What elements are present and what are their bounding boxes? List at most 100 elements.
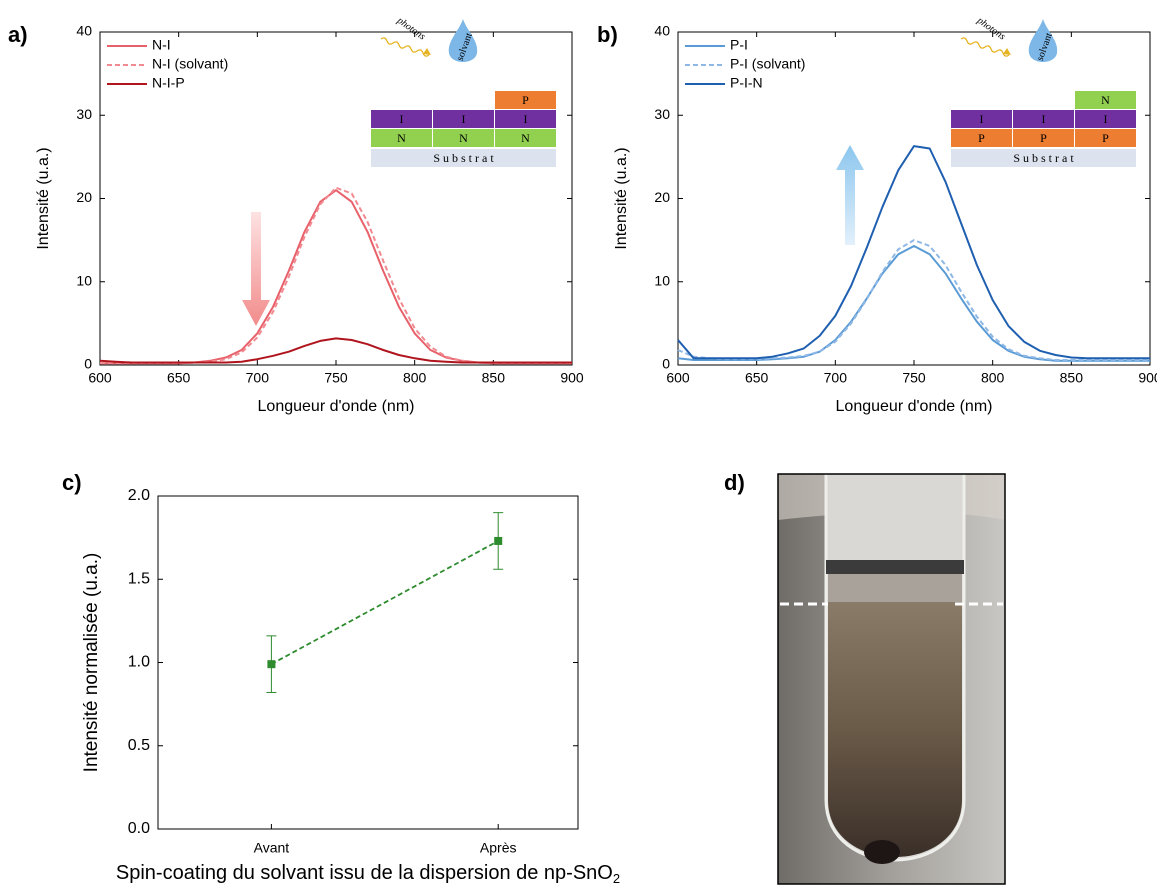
photon-arrowhead xyxy=(1003,48,1011,55)
x-axis-label-text: Spin-coating du solvant issu de la dispe… xyxy=(116,862,613,884)
layer-cell xyxy=(1075,129,1136,147)
layer-label: P xyxy=(1102,131,1109,145)
panel-label: a) xyxy=(8,22,28,47)
legend-label: N-I (solvant) xyxy=(152,56,228,72)
legend-label: P-I xyxy=(730,37,748,53)
x-tick-label: 850 xyxy=(482,370,506,386)
layer-cell xyxy=(495,129,556,147)
series-line xyxy=(677,245,1150,362)
layer-label: N xyxy=(1101,93,1110,107)
panel-label: d) xyxy=(724,470,745,495)
x-tick-label: 700 xyxy=(824,370,848,386)
x-axis-label: Spin-coating du solvant issu de la dispe… xyxy=(116,862,620,886)
photo xyxy=(777,473,1006,885)
layer-cell xyxy=(951,110,1012,128)
point xyxy=(494,536,503,545)
substrate xyxy=(951,149,1136,167)
x-tick-label: Après xyxy=(480,840,517,856)
series-line xyxy=(99,337,572,364)
y-tick-label: 0.5 xyxy=(128,737,150,754)
layer-label: N xyxy=(521,131,530,145)
x-axis-label-subscript: 2 xyxy=(613,871,620,886)
increase-arrow xyxy=(836,145,864,245)
layer-label: N xyxy=(459,131,468,145)
solvent-drop xyxy=(448,19,478,62)
layer-cell xyxy=(951,129,1012,147)
y-tick-label: 2.0 xyxy=(128,487,150,504)
layer-cell xyxy=(371,129,432,147)
layer-cell xyxy=(371,110,432,128)
x-tick-label: 800 xyxy=(981,370,1005,386)
x-tick-label: 600 xyxy=(666,370,690,386)
x-tick-label: 750 xyxy=(324,370,348,386)
y-axis-label: Intensité normalisée (u.a.) xyxy=(81,553,102,773)
legend-label: P-I (solvant) xyxy=(730,56,805,72)
photons-label: photons xyxy=(974,15,1007,43)
layer-cell xyxy=(433,129,494,147)
x-axis-label: Longueur d'onde (nm) xyxy=(836,398,993,415)
x-tick-label: 800 xyxy=(403,370,427,386)
layer-label: I xyxy=(524,112,528,126)
legend-label: N-I-P xyxy=(152,75,185,91)
y-tick-label: 10 xyxy=(76,272,92,288)
layer-cell xyxy=(1075,91,1136,109)
y-tick-label: 40 xyxy=(654,23,670,39)
x-tick-label: 650 xyxy=(167,370,191,386)
x-tick-label: 700 xyxy=(246,370,270,386)
solvent-drop xyxy=(1028,19,1058,62)
x-tick-label: Avant xyxy=(254,840,290,856)
y-tick-label: 1.0 xyxy=(128,654,150,671)
series-line xyxy=(270,540,499,665)
y-tick-label: 40 xyxy=(76,23,92,39)
decrease-arrow xyxy=(242,212,270,326)
y-tick-label: 20 xyxy=(76,189,92,205)
layer-label: I xyxy=(462,112,466,126)
point xyxy=(267,660,276,669)
photon-arrowhead xyxy=(423,48,431,55)
y-tick-label: 20 xyxy=(654,189,670,205)
layer-cell xyxy=(1075,110,1136,128)
layer-label: I xyxy=(980,112,984,126)
layer-label: N xyxy=(397,131,406,145)
layer-label: I xyxy=(400,112,404,126)
layer-label: P xyxy=(522,93,529,107)
photon-wave xyxy=(380,37,430,57)
series-line xyxy=(100,186,572,365)
y-axis-label: Intensité (u.a.) xyxy=(613,147,630,249)
x-tick-label: 650 xyxy=(745,370,769,386)
substrate-label: S u b s t r a t xyxy=(433,151,494,165)
y-axis-label: Intensité (u.a.) xyxy=(35,147,52,249)
x-tick-label: 850 xyxy=(1060,370,1084,386)
plot-frame xyxy=(157,495,579,830)
substrate xyxy=(371,149,556,167)
series-line xyxy=(677,239,1150,361)
x-tick-label: 900 xyxy=(560,370,584,386)
x-tick-label: 750 xyxy=(902,370,926,386)
x-axis-label: Longueur d'onde (nm) xyxy=(258,398,415,415)
photon-wave xyxy=(960,37,1010,57)
layer-label: P xyxy=(1040,131,1047,145)
series-line xyxy=(677,145,1150,360)
y-tick-label: 30 xyxy=(76,106,92,122)
x-tick-label: 900 xyxy=(1138,370,1157,386)
panel-label: b) xyxy=(597,22,618,47)
photons-label: photons xyxy=(394,15,427,43)
layer-cell xyxy=(1013,110,1074,128)
y-tick-label: 0 xyxy=(662,356,670,372)
y-tick-label: 30 xyxy=(654,106,670,122)
layer-label: I xyxy=(1104,112,1108,126)
layer-label: I xyxy=(1042,112,1046,126)
layer-cell xyxy=(1013,129,1074,147)
layer-label: P xyxy=(978,131,985,145)
layer-cell xyxy=(433,110,494,128)
y-tick-label: 0 xyxy=(84,356,92,372)
y-tick-label: 10 xyxy=(654,272,670,288)
legend-label: P-I-N xyxy=(730,75,763,91)
layer-cell xyxy=(495,91,556,109)
series-line xyxy=(100,189,572,365)
panel-label: c) xyxy=(62,470,82,495)
y-tick-label: 1.5 xyxy=(128,570,150,587)
substrate-label: S u b s t r a t xyxy=(1013,151,1074,165)
legend-label: N-I xyxy=(152,37,171,53)
